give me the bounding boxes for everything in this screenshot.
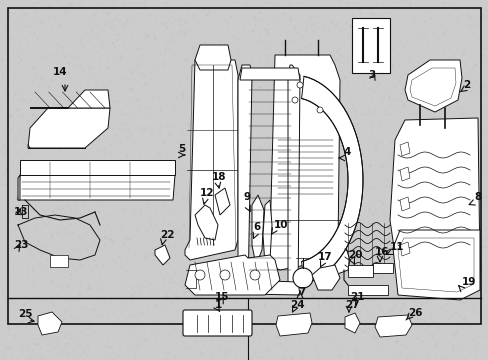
- Polygon shape: [404, 60, 461, 112]
- Polygon shape: [311, 265, 339, 290]
- Polygon shape: [38, 312, 62, 335]
- Circle shape: [291, 97, 297, 103]
- Text: 21: 21: [349, 292, 364, 302]
- Polygon shape: [374, 315, 411, 337]
- Circle shape: [316, 107, 323, 113]
- Polygon shape: [240, 280, 299, 295]
- Text: 26: 26: [407, 308, 422, 318]
- Text: 5: 5: [178, 144, 185, 154]
- Polygon shape: [399, 197, 409, 211]
- Polygon shape: [18, 175, 175, 200]
- Circle shape: [292, 268, 312, 288]
- Polygon shape: [195, 45, 230, 70]
- Text: 15: 15: [215, 292, 229, 302]
- Text: 18: 18: [212, 172, 226, 182]
- Polygon shape: [20, 160, 175, 175]
- Polygon shape: [238, 65, 251, 292]
- Text: 1: 1: [215, 300, 222, 310]
- Bar: [8, 8, 480, 324]
- Polygon shape: [184, 60, 238, 260]
- Circle shape: [249, 270, 260, 280]
- Text: 3: 3: [367, 70, 374, 80]
- Text: 27: 27: [345, 300, 359, 310]
- Text: 8: 8: [473, 192, 480, 202]
- Polygon shape: [275, 313, 311, 336]
- Polygon shape: [264, 55, 339, 270]
- Polygon shape: [392, 230, 479, 300]
- Polygon shape: [184, 255, 280, 295]
- Circle shape: [220, 270, 229, 280]
- Text: 7: 7: [297, 287, 305, 297]
- Text: 11: 11: [389, 242, 404, 252]
- Text: 20: 20: [347, 250, 362, 260]
- Text: 24: 24: [289, 300, 304, 310]
- Text: 13: 13: [14, 207, 28, 217]
- Text: 22: 22: [160, 230, 174, 240]
- Text: 12: 12: [200, 188, 214, 198]
- Text: 23: 23: [14, 240, 28, 250]
- Polygon shape: [287, 65, 299, 295]
- Polygon shape: [155, 245, 170, 265]
- Polygon shape: [30, 90, 110, 108]
- Text: 14: 14: [53, 67, 67, 77]
- Text: 9: 9: [243, 192, 250, 202]
- Text: 17: 17: [317, 252, 332, 262]
- Polygon shape: [18, 175, 20, 200]
- Polygon shape: [389, 118, 479, 285]
- Polygon shape: [345, 313, 359, 333]
- Polygon shape: [301, 76, 362, 284]
- Bar: [372, 263, 392, 273]
- Polygon shape: [240, 68, 299, 80]
- Bar: [50, 255, 68, 267]
- Text: 10: 10: [273, 220, 288, 230]
- Polygon shape: [399, 242, 409, 256]
- FancyBboxPatch shape: [183, 310, 251, 336]
- Text: 4: 4: [342, 147, 350, 157]
- Polygon shape: [215, 188, 229, 215]
- Polygon shape: [263, 200, 271, 265]
- Text: 25: 25: [18, 309, 32, 319]
- Polygon shape: [329, 245, 349, 275]
- Text: 16: 16: [374, 247, 389, 257]
- Polygon shape: [251, 195, 264, 265]
- Bar: [347, 265, 372, 277]
- Polygon shape: [399, 167, 409, 181]
- Bar: [351, 18, 389, 73]
- Text: 6: 6: [252, 222, 260, 232]
- Text: 19: 19: [461, 277, 475, 287]
- Circle shape: [296, 82, 303, 88]
- Text: 2: 2: [462, 80, 469, 90]
- Circle shape: [195, 270, 204, 280]
- Bar: [347, 285, 387, 295]
- Polygon shape: [28, 108, 110, 148]
- Polygon shape: [399, 142, 409, 156]
- Polygon shape: [195, 205, 218, 240]
